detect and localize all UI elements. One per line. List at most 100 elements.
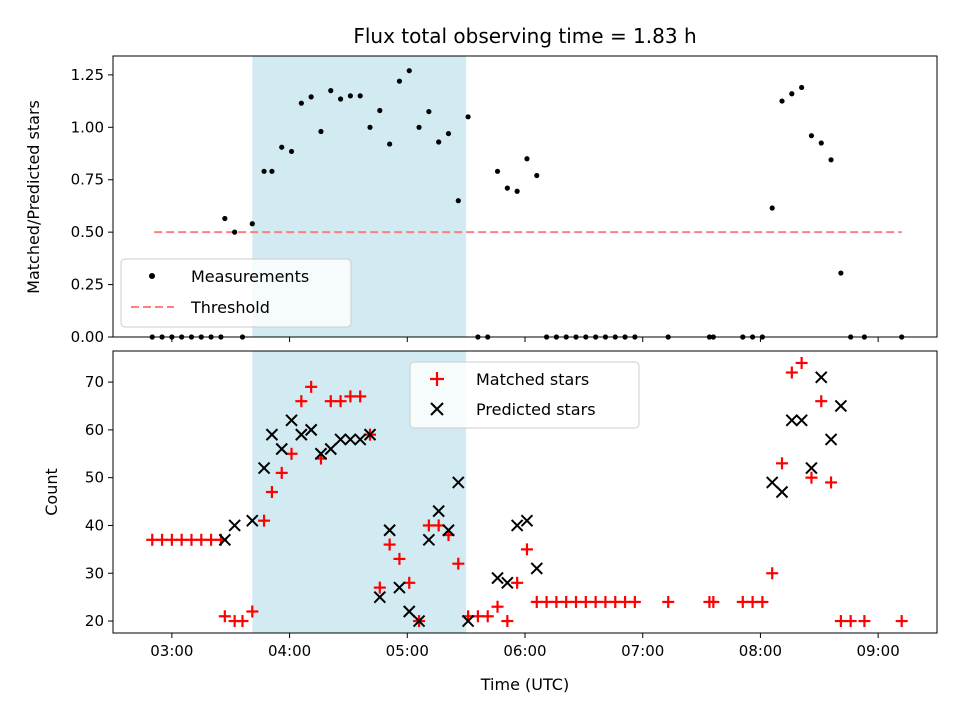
bottom-x-tick-label: 04:00	[268, 642, 311, 660]
top-legend-box	[120, 258, 352, 328]
measurement-point	[808, 133, 815, 139]
predicted-star-point	[314, 447, 328, 460]
matched-star-point	[334, 395, 347, 408]
predicted-star-point	[246, 514, 259, 527]
predicted-star-point	[785, 414, 799, 427]
top-axis-ticks: 0.00 0.25 0.50 0.75 1.00 1.25	[71, 66, 879, 346]
matched-star-point	[795, 356, 808, 369]
matched-star-point	[305, 380, 318, 393]
predicted-star-point	[795, 414, 808, 427]
bottom-x-tick-label: 05:00	[386, 642, 429, 660]
predicted-star-point	[218, 533, 232, 547]
top-plot-frame	[112, 55, 938, 338]
legend-measurements-label: Measurements	[191, 267, 309, 286]
measurement-point	[524, 156, 530, 162]
measurement-point	[416, 124, 422, 130]
measurement-point	[534, 172, 540, 179]
bottom-y-tick-label: 30	[85, 564, 104, 582]
legend-matched-label: Matched stars	[476, 370, 589, 389]
predicted-star-point	[228, 519, 241, 532]
predicted-star-point	[412, 614, 426, 628]
predicted-star-point	[275, 442, 288, 456]
measurement-point	[232, 229, 238, 235]
predicted-star-point	[334, 433, 347, 446]
bottom-x-tick-label: 06:00	[503, 642, 546, 660]
matched-star-point	[373, 581, 386, 594]
bottom-series-layer	[146, 356, 908, 628]
measurement-point	[269, 168, 275, 174]
measurement-point	[838, 270, 844, 276]
predicted-star-point	[393, 581, 406, 594]
measurement-point	[436, 139, 442, 145]
matched-star-point	[662, 595, 675, 608]
measurement-point	[249, 221, 255, 227]
predicted-star-point	[353, 433, 367, 446]
measurement-point	[494, 168, 501, 174]
predicted-star-point	[304, 423, 318, 437]
bottom-y-tick-label: 40	[85, 516, 104, 534]
bottom-y-tick-label: 70	[85, 373, 104, 391]
x-axis-label: Time (UTC)	[480, 675, 569, 694]
measurement-point	[445, 130, 452, 137]
matched-star-point	[825, 476, 838, 489]
measurement-point	[377, 107, 383, 114]
measurement-point	[367, 124, 373, 130]
predicted-star-point	[363, 428, 377, 441]
matched-star-point	[511, 576, 524, 589]
matched-star-point	[756, 595, 769, 608]
bottom-plot-frame	[112, 350, 938, 634]
legend-predicted-label: Predicted stars	[476, 400, 596, 419]
matched-star-point	[295, 395, 308, 408]
matched-star-point	[265, 486, 278, 498]
predicted-star-point	[805, 461, 818, 475]
measurement-point	[789, 91, 795, 97]
matched-star-point	[844, 615, 857, 628]
measurement-point	[318, 128, 324, 135]
predicted-star-point	[422, 533, 436, 547]
measurement-point	[308, 94, 314, 100]
legend-measurements-marker	[149, 273, 155, 279]
bottom-x-tick-label: 03:00	[150, 642, 193, 660]
predicted-star-point	[530, 562, 543, 575]
predicted-star-point	[520, 514, 534, 527]
matched-star-point	[354, 390, 367, 403]
measurement-point	[337, 96, 344, 102]
bottom-x-tick-label: 09:00	[857, 642, 900, 660]
predicted-star-point	[824, 433, 838, 446]
measurement-point	[261, 168, 267, 174]
matched-star-point	[815, 395, 828, 408]
measurement-point	[387, 141, 393, 147]
matched-star-point	[520, 543, 533, 556]
bottom-x-tick-label: 08:00	[739, 642, 782, 660]
predicted-star-point	[344, 433, 357, 446]
top-y-tick-label: 0.50	[71, 223, 104, 241]
predicted-star-point	[432, 504, 445, 518]
measurement-point	[222, 215, 228, 222]
predicted-star-point	[461, 614, 475, 628]
matched-star-point	[258, 514, 271, 527]
top-series-layer	[149, 68, 905, 340]
measurement-point	[465, 114, 471, 120]
measurement-point	[818, 140, 824, 146]
predicted-star-point	[510, 519, 524, 532]
bottom-y-tick-label: 20	[85, 612, 104, 630]
bottom-axis-ticks: 20 30 40 50 60 70 03:00 04:00 05:00 06:00 07:00 08:…	[85, 373, 900, 660]
measurement-point	[514, 188, 520, 194]
predicted-star-point	[383, 524, 396, 537]
predicted-star-point	[452, 476, 465, 489]
matched-star-point	[218, 610, 231, 623]
measurement-point	[504, 185, 510, 191]
matched-star-point	[785, 366, 798, 379]
matched-star-point	[236, 615, 249, 628]
bottom-y-tick-label: 50	[85, 469, 104, 487]
matched-star-point	[895, 615, 908, 628]
chart-title: Flux total observing time = 1.83 h	[353, 24, 696, 48]
matched-star-point	[246, 605, 259, 618]
bottom-y-tick-label: 60	[85, 421, 104, 439]
matched-star-point	[481, 610, 494, 623]
measurement-point	[396, 78, 403, 84]
matched-star-point	[383, 538, 396, 551]
matched-star-point	[393, 552, 406, 565]
top-y-tick-label: 0.25	[71, 276, 104, 294]
